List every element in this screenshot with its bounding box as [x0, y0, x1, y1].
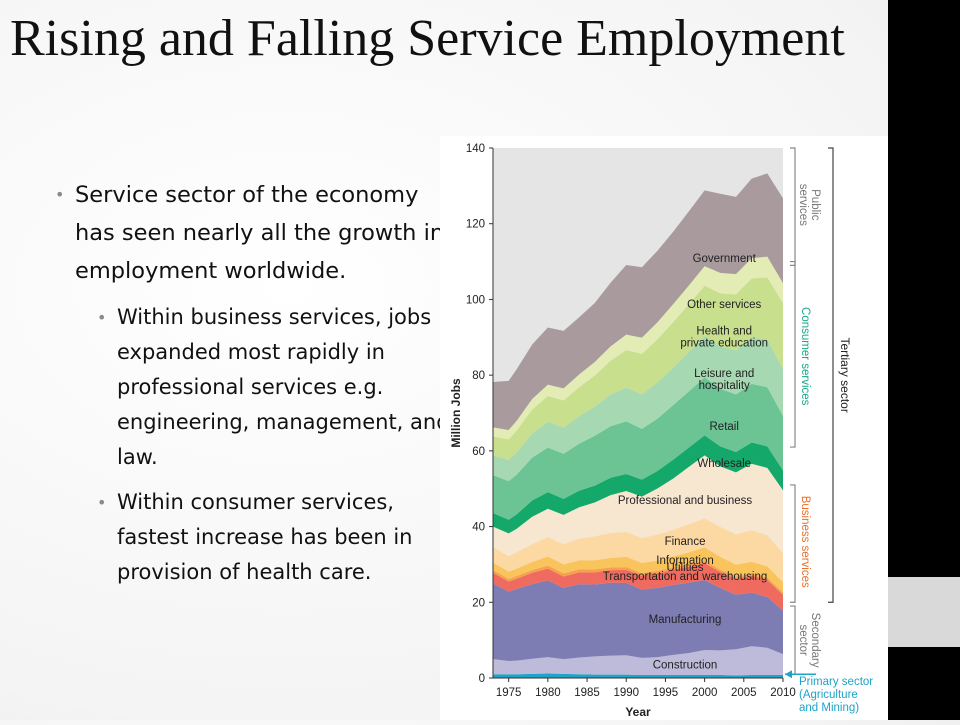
area-primary-sector-agriculture-and-mining- — [493, 673, 783, 678]
area-leisure-and-hospitality — [493, 336, 783, 482]
series-label: hospitality — [699, 380, 750, 392]
series-label: Wholesale — [697, 458, 751, 470]
x-tick-label: 2010 — [770, 687, 796, 699]
bullet-text: Within consumer services, fastest increa… — [117, 490, 413, 584]
area-construction — [493, 646, 783, 676]
area-professional-and-business — [493, 455, 783, 557]
bullet-level2: • Within consumer services, fastest incr… — [97, 485, 455, 590]
primary-sector-arrowhead — [785, 670, 792, 679]
x-tick-label: 2005 — [731, 687, 757, 699]
x-tick-label: 1975 — [496, 687, 522, 699]
bracket-secondary-sector — [790, 605, 796, 675]
series-label: Manufacturing — [649, 614, 722, 626]
series-label: Health and — [696, 326, 752, 338]
area-retail — [493, 377, 783, 520]
series-label: Finance — [665, 536, 706, 548]
group-label: services — [797, 184, 809, 226]
right-edge-grey-block — [888, 577, 960, 647]
slide-title: Rising and Falling Service Employment — [10, 10, 845, 67]
y-tick-label: 60 — [472, 446, 485, 458]
bullet-text: Service sector of the economy has seen n… — [75, 182, 445, 284]
bullet-text: Within business services, jobs expanded … — [117, 305, 450, 469]
x-axis-title: Year — [625, 705, 651, 719]
bullet-list: • Service sector of the economy has seen… — [55, 176, 455, 590]
primary-sector-label: and Mining) — [799, 702, 859, 714]
y-tick-label: 0 — [479, 673, 485, 685]
area-manufacturing — [493, 579, 783, 661]
group-label: Consumer services — [799, 307, 811, 406]
y-tick-label: 80 — [472, 370, 485, 382]
bullet-level1: • Service sector of the economy has seen… — [55, 176, 455, 290]
bracket-business-services — [790, 484, 796, 603]
x-tick-label: 1995 — [653, 687, 679, 699]
area-wholesale — [493, 435, 783, 534]
group-label: sector — [797, 624, 809, 655]
series-label: private education — [680, 338, 768, 350]
group-label: Public — [809, 189, 821, 221]
bullet-dot-icon: • — [97, 308, 107, 327]
series-label: Transportation and warehousing — [603, 571, 768, 583]
group-label: Business services — [799, 496, 811, 588]
area-transportation-and-warehousing — [493, 563, 783, 611]
area-information — [493, 547, 783, 593]
series-label: Information — [656, 555, 714, 567]
y-tick-label: 100 — [466, 294, 485, 306]
x-tick-label: 1980 — [535, 687, 561, 699]
x-tick-label: 1985 — [574, 687, 600, 699]
series-label: Government — [693, 253, 757, 265]
bracket-public-services — [790, 147, 796, 266]
group-label: Tertiary sector — [838, 337, 852, 412]
area-finance — [493, 518, 783, 583]
bracket-tertiary-sector — [828, 147, 834, 603]
bullet-level2: • Within business services, jobs expande… — [97, 300, 455, 475]
bullet-dot-icon: • — [55, 185, 65, 204]
area-health-and-private-education — [493, 277, 783, 460]
area-government — [493, 173, 783, 431]
employment-chart: Construction Manufacturing Transportation … — [440, 136, 888, 720]
x-tick-label: 2000 — [692, 687, 718, 699]
y-tick-label: 120 — [466, 219, 485, 231]
primary-sector-label: Primary sector — [799, 676, 873, 688]
y-axis-title: Million Jobs — [449, 378, 463, 448]
y-tick-label: 140 — [466, 143, 485, 155]
series-label: Other services — [687, 299, 761, 311]
stacked-area-chart: Construction Manufacturing Transportation … — [449, 143, 873, 719]
y-tick-label: 20 — [472, 597, 485, 609]
series-label: Retail — [710, 421, 739, 433]
area-other-services — [493, 256, 783, 440]
series-label: Construction — [653, 659, 718, 671]
bracket-consumer-services — [790, 260, 796, 448]
group-label: Secondary — [809, 613, 821, 668]
bullet-dot-icon: • — [97, 493, 107, 512]
series-label: Utilities — [666, 562, 703, 574]
x-tick-label: 1990 — [613, 687, 639, 699]
y-tick-label: 40 — [472, 522, 485, 534]
series-label: Leisure and — [694, 368, 754, 380]
primary-sector-label: (Agriculture — [799, 689, 858, 701]
series-label: Professional and business — [618, 495, 752, 507]
